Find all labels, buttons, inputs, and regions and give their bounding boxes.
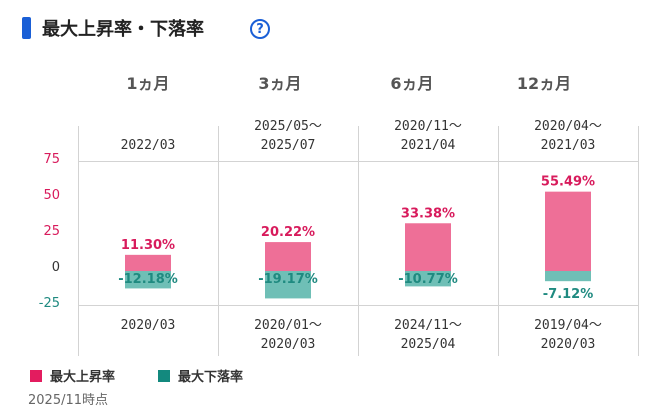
rise-date-6m: 2020/11〜 2021/04 xyxy=(394,119,462,153)
column-divider xyxy=(78,126,79,356)
rise-bar-1m xyxy=(125,254,171,271)
rise-value-label-1m: 11.30% xyxy=(121,238,175,253)
period-header-6m: 6ヵ月 xyxy=(390,74,434,93)
column-divider xyxy=(358,126,359,356)
legend-rise: 最大上昇率 xyxy=(30,366,115,385)
row-divider xyxy=(78,305,638,306)
y-tick-50: 50 xyxy=(43,188,60,203)
period-header-3m: 3ヵ月 xyxy=(258,74,302,93)
fall-bar-12m xyxy=(545,271,591,282)
fall-bar-3m xyxy=(265,271,311,299)
legend-rise-label: 最大上昇率 xyxy=(50,370,116,385)
rise-value-label-3m: 20.22% xyxy=(261,225,315,240)
legend-fall-swatch xyxy=(158,369,170,382)
legend-fall-label: 最大下落率 xyxy=(178,370,244,385)
fall-bar-6m xyxy=(405,271,451,287)
fall-bar-1m xyxy=(125,271,171,289)
rise-date-12m: 2020/04〜 2021/03 xyxy=(534,119,602,153)
page-title: 最大上昇率・下落率 xyxy=(42,19,204,40)
fall-date-6m: 2024/11〜 2025/04 xyxy=(394,318,462,352)
rise-date-3m: 2025/05〜 2025/07 xyxy=(254,119,322,153)
fall-value-label-6m: -10.77% xyxy=(398,272,458,287)
rise-bar-12m xyxy=(545,191,591,271)
column-divider xyxy=(638,126,639,356)
fall-value-label-3m: -19.17% xyxy=(258,272,318,287)
title-accent-bar xyxy=(22,17,31,39)
legend-rise-swatch xyxy=(30,369,42,382)
rise-value-label-6m: 33.38% xyxy=(401,206,455,221)
y-tick-0: 0 xyxy=(51,260,60,275)
fall-value-label-1m: -12.18% xyxy=(118,272,178,287)
y-tick-minus-25: -25 xyxy=(38,296,60,311)
legend-fall: 最大下落率 xyxy=(158,366,243,385)
y-tick-25: 25 xyxy=(43,224,60,239)
fall-date-12m: 2019/04〜 2020/03 xyxy=(534,318,602,352)
rise-bar-6m xyxy=(405,223,451,271)
period-header-1m: 1ヵ月 xyxy=(126,74,170,93)
help-circle-icon[interactable]: ? xyxy=(250,19,270,39)
column-divider xyxy=(498,126,499,356)
column-divider xyxy=(218,126,219,356)
rise-value-label-12m: 55.49% xyxy=(541,175,595,190)
row-divider xyxy=(78,161,638,162)
rise-bar-3m xyxy=(265,242,311,271)
fall-value-label-12m: -7.12% xyxy=(543,287,594,302)
rise-date-1m: 2022/03 xyxy=(120,138,176,153)
period-header-12m: 12ヵ月 xyxy=(516,74,572,93)
fall-date-3m: 2020/01〜 2020/03 xyxy=(254,318,322,352)
y-tick-75: 75 xyxy=(43,152,60,167)
as-of-note: 2025/11時点 xyxy=(28,393,109,408)
fall-date-1m: 2020/03 xyxy=(120,318,176,333)
